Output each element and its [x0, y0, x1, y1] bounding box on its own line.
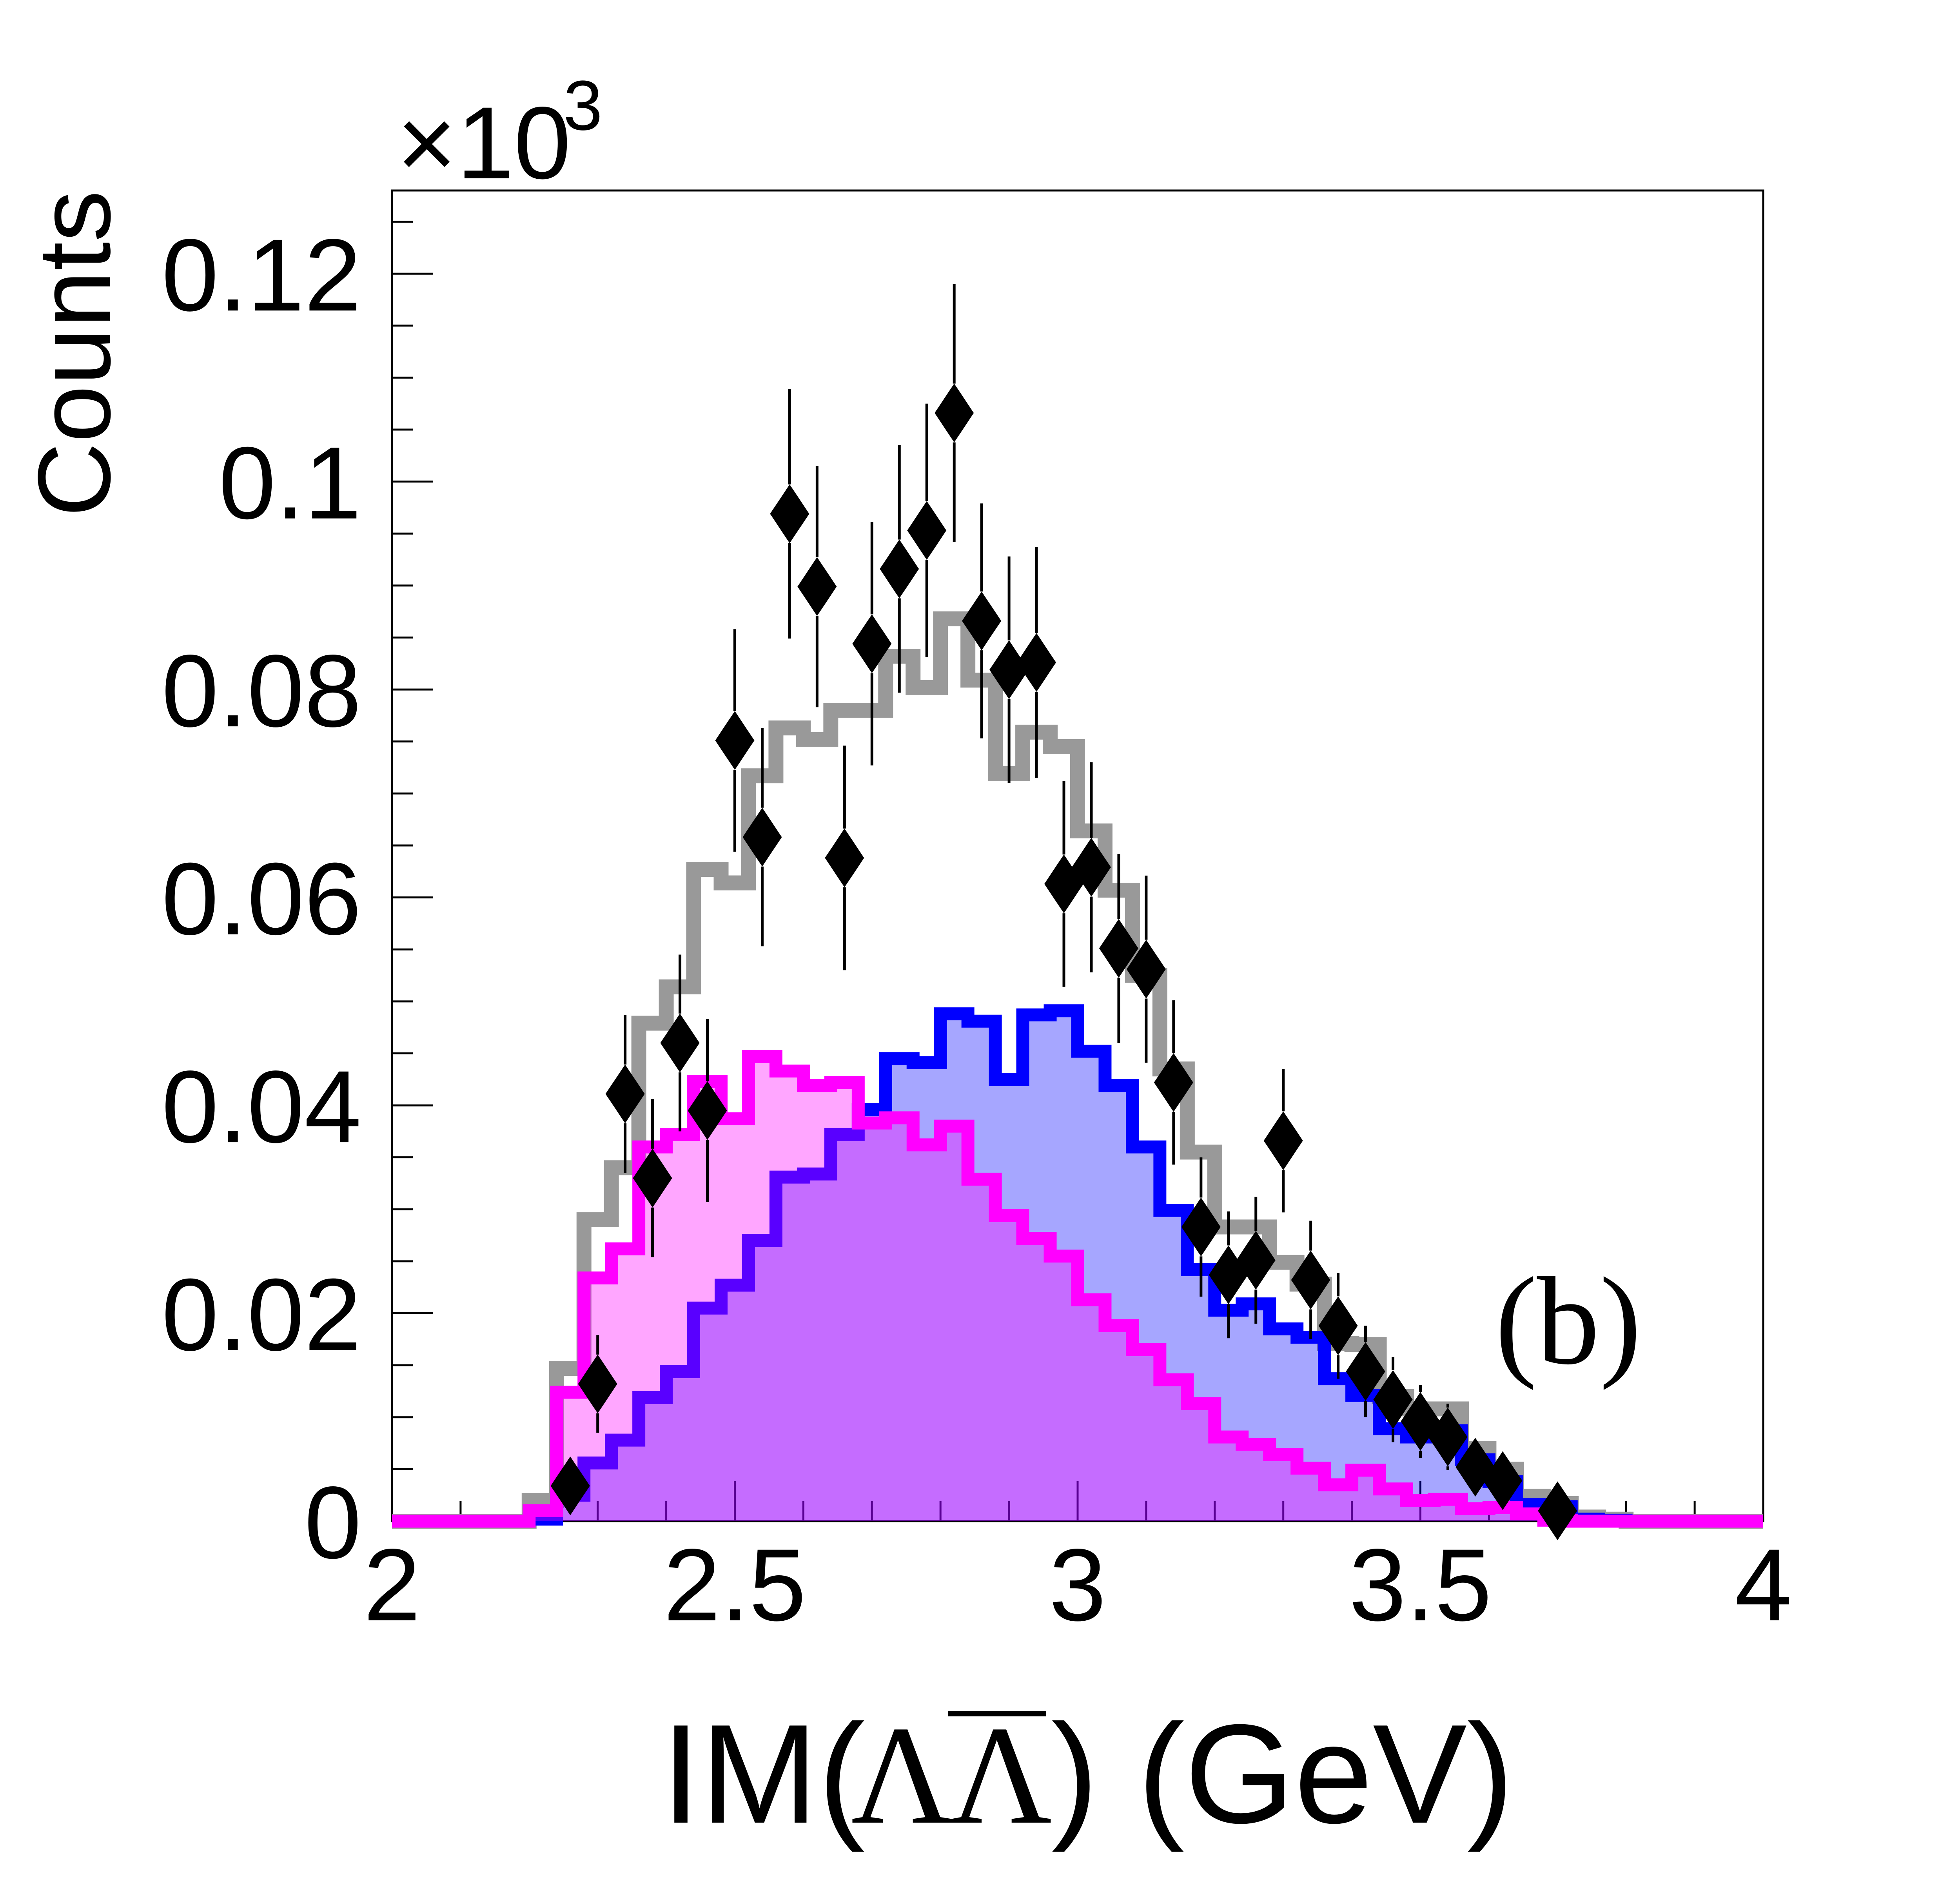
data-point-marker	[633, 1148, 672, 1208]
data-point	[1428, 1404, 1468, 1471]
data-point-marker	[1538, 1481, 1577, 1540]
y-tick-label: 0	[304, 1465, 361, 1580]
data-point-marker	[797, 557, 837, 616]
data-point	[1236, 1197, 1276, 1324]
data-point-marker	[1318, 1296, 1358, 1355]
y-axis-title: Counts	[16, 190, 132, 517]
x-axis-title-antilambda: Λ	[950, 1697, 1052, 1853]
y-axis-multiplier: ×10	[397, 85, 571, 200]
data-point	[660, 954, 700, 1132]
y-tick-label: 0.12	[162, 218, 361, 332]
data-point	[550, 1456, 590, 1515]
data-point-marker	[1071, 838, 1111, 897]
y-tick-label: 0.08	[162, 633, 361, 748]
x-tick-label: 3.5	[1349, 1527, 1492, 1642]
data-point-marker	[1017, 633, 1056, 692]
data-point-marker	[935, 383, 974, 443]
magenta-histogram-line	[392, 1050, 1763, 1528]
data-point-marker	[1099, 919, 1138, 978]
data-point	[715, 629, 755, 852]
data-point-marker	[962, 591, 1002, 651]
data-point-marker	[1126, 940, 1166, 999]
data-point-marker	[660, 1013, 700, 1072]
data-point	[1126, 875, 1166, 1063]
data-point-marker	[1373, 1370, 1413, 1429]
data-point-marker	[742, 807, 782, 867]
data-point-marker	[1181, 1197, 1221, 1257]
y-tick-label: 0.04	[162, 1049, 361, 1164]
x-axis-title-prefix: IM(	[661, 1695, 865, 1854]
data-point-marker	[1291, 1250, 1330, 1310]
data-point	[1346, 1326, 1385, 1417]
data-point-marker	[715, 711, 755, 770]
data-point	[1017, 547, 1056, 778]
data-point	[742, 728, 782, 947]
data-point	[935, 284, 974, 542]
data-point-marker	[1428, 1408, 1468, 1467]
data-point	[578, 1335, 617, 1433]
tick-labels: 0 0.02 0.04 0.06 0.08 0.1 0.12 2 2.5 3 3.5 4	[162, 218, 1792, 1642]
y-tick-label: 0.02	[162, 1257, 361, 1372]
data-point-marker	[1154, 1053, 1193, 1112]
data-point	[1263, 1069, 1303, 1213]
data-point-marker	[1263, 1111, 1303, 1170]
data-point	[1538, 1481, 1577, 1540]
data-point-marker	[907, 501, 947, 560]
data-point	[1154, 1000, 1193, 1165]
data-points	[550, 284, 1577, 1540]
data-point	[852, 522, 892, 765]
panel-label: (b)	[1495, 1252, 1641, 1391]
data-point-marker	[550, 1456, 590, 1515]
x-tick-label: 4	[1735, 1527, 1792, 1642]
data-point-marker	[688, 1081, 727, 1140]
data-point	[907, 403, 947, 657]
y-tick-label: 0.1	[219, 426, 361, 541]
data-point	[688, 1019, 727, 1202]
data-point-marker	[770, 484, 809, 543]
data-point-marker	[578, 1354, 617, 1413]
data-point	[1099, 854, 1138, 1043]
data-point-marker	[852, 614, 892, 673]
data-point	[1373, 1357, 1413, 1442]
data-point	[770, 389, 809, 639]
x-tick-label: 2.5	[663, 1527, 806, 1642]
data-point	[962, 503, 1002, 738]
data-point	[1071, 762, 1111, 972]
data-point	[825, 746, 864, 970]
data-point	[1181, 1157, 1221, 1297]
data-point-marker	[605, 1064, 645, 1123]
data-point-marker	[825, 828, 864, 887]
data-point	[797, 466, 837, 707]
y-axis-multiplier-exponent: 3	[563, 66, 603, 145]
data-point	[633, 1099, 672, 1257]
x-tick-label: 3	[1049, 1527, 1106, 1642]
data-point-marker	[1483, 1451, 1523, 1510]
antiparticle-overline	[948, 1711, 1046, 1716]
data-point	[1318, 1273, 1358, 1379]
y-tick-label: 0.06	[162, 842, 361, 956]
data-point	[880, 445, 919, 693]
x-axis-title: IM( Λ Λ ) (GeV)	[661, 1695, 1514, 1854]
plot-frame	[391, 189, 1764, 1522]
data-point-marker	[880, 539, 919, 599]
data-point	[989, 556, 1029, 783]
x-axis-title-suffix: ) (GeV)	[1051, 1695, 1514, 1854]
x-tick-label: 2	[363, 1527, 421, 1642]
data-point	[1291, 1221, 1330, 1339]
data-point	[1483, 1451, 1523, 1510]
data-point-marker	[989, 640, 1029, 699]
x-axis-title-lambda: Λ	[851, 1697, 953, 1853]
data-point	[605, 1015, 645, 1173]
data-point-marker	[1236, 1231, 1276, 1290]
data-point-marker	[1346, 1342, 1385, 1401]
